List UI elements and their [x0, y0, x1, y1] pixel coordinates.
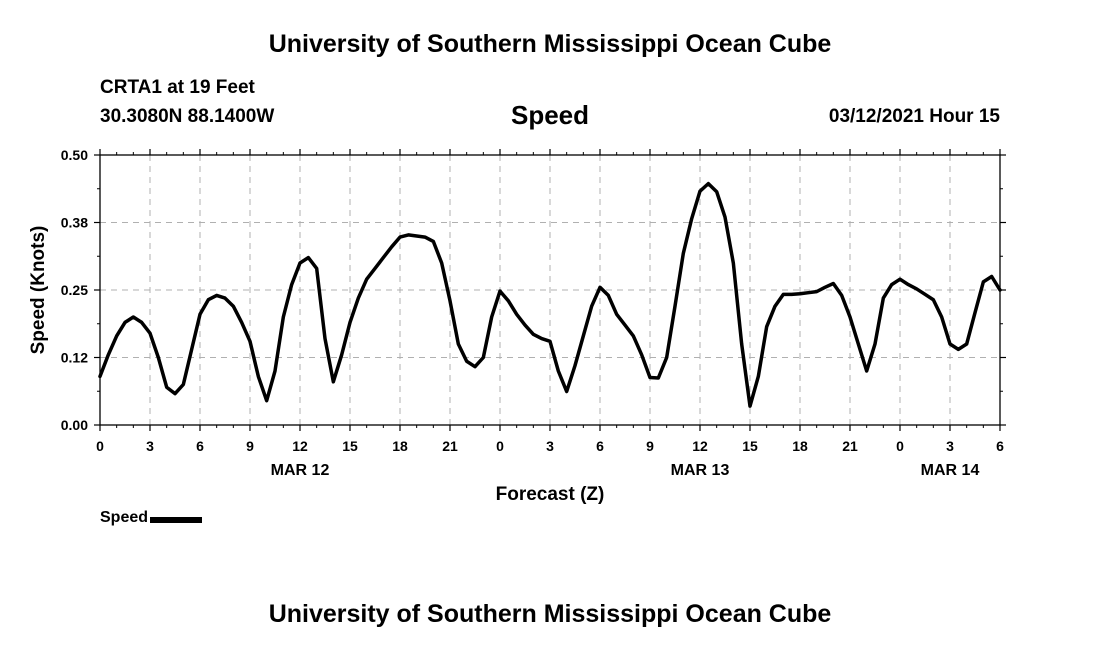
x-tick-label: 9 — [646, 438, 654, 454]
forecast-datetime: 03/12/2021 Hour 15 — [828, 106, 1000, 127]
x-tick-label: 6 — [996, 438, 1004, 454]
y-axis-title: Speed (Knots) — [28, 226, 49, 355]
x-tick-label: 12 — [692, 438, 708, 454]
x-tick-label: 18 — [392, 438, 408, 454]
y-tick-label: 0.50 — [61, 147, 88, 163]
y-tick-label: 0.00 — [61, 417, 88, 433]
station-label: CRTA1 at 19 Feet — [100, 77, 255, 98]
x-tick-label: 3 — [546, 438, 554, 454]
date-label: MAR 13 — [671, 462, 730, 479]
x-tick-label: 6 — [596, 438, 604, 454]
x-tick-label: 15 — [742, 438, 758, 454]
date-label: MAR 14 — [921, 462, 980, 479]
legend-label: Speed — [100, 509, 149, 526]
speed-series-line — [98, 181, 1002, 408]
legend: Speed — [100, 509, 203, 527]
x-tick-label: 21 — [842, 438, 858, 454]
x-tick-label: 9 — [246, 438, 254, 454]
x-tick-label: 0 — [96, 438, 104, 454]
axis-layer: 0.00 0.12 0.25 0.38 0.50 0 3 6 9 12 15 18 21 0 3 6 9 12 15… — [61, 147, 1006, 479]
x-tick-label: 12 — [292, 438, 308, 454]
x-tick-label: 18 — [792, 438, 808, 454]
x-axis-title: Forecast (Z) — [496, 484, 605, 505]
x-tick-label: 0 — [896, 438, 904, 454]
x-tick-label: 3 — [946, 438, 954, 454]
y-tick-label: 0.38 — [61, 215, 88, 231]
x-tick-label: 3 — [146, 438, 154, 454]
x-tick-label: 21 — [442, 438, 458, 454]
legend-line-swatch — [150, 517, 203, 523]
x-tick-label: 15 — [342, 438, 358, 454]
coordinates-label: 30.3080N 88.1400W — [100, 106, 275, 127]
grid-layer — [100, 155, 1000, 425]
chart-title: Speed — [510, 100, 590, 130]
y-tick-label: 0.12 — [61, 350, 88, 366]
bottom-title: University of Southern Mississippi Ocean… — [268, 600, 832, 628]
x-tick-label: 6 — [196, 438, 204, 454]
top-title: University of Southern Mississippi Ocean… — [268, 30, 832, 58]
y-tick-label: 0.25 — [61, 282, 88, 298]
date-label: MAR 12 — [271, 462, 330, 479]
plot-frame — [99, 154, 1001, 426]
x-tick-label: 0 — [496, 438, 504, 454]
